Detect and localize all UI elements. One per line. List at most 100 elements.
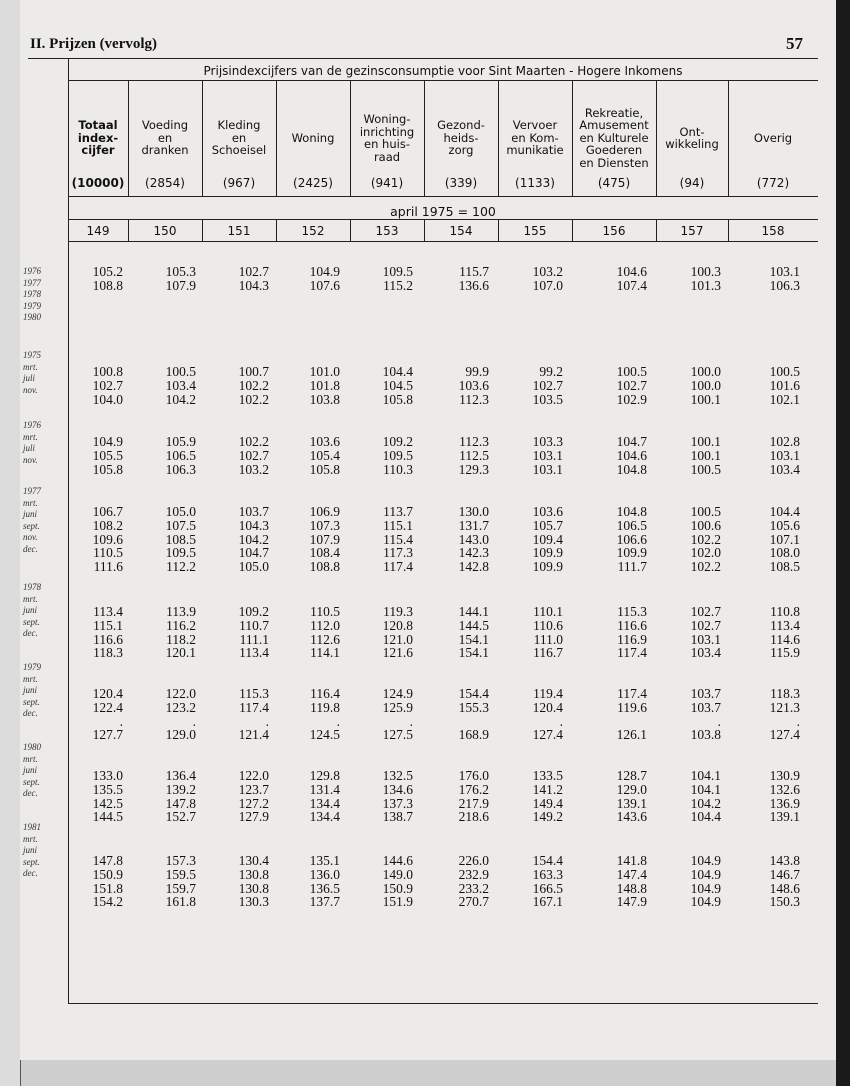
table-cell: 102.2 (238, 434, 269, 449)
table-cell: 103.4 (165, 377, 196, 393)
table-cell: . (265, 713, 269, 729)
table-cell: 103.7 (690, 699, 721, 715)
table-cell: 104.1 (690, 781, 721, 797)
table-cell: 122.0 (165, 686, 196, 701)
column-weight: (941) (370, 176, 404, 190)
table-cell: 108.5 (165, 531, 196, 547)
table-cell: 130.8 (238, 866, 269, 882)
table-cell: 152.7 (165, 809, 196, 825)
table-cell: 136.0 (309, 866, 340, 882)
table-cell: 111.6 (93, 559, 123, 575)
table-cell: 129.3 (458, 461, 489, 477)
row-label: sept. (23, 776, 40, 787)
column-weight: (2854) (145, 176, 185, 190)
table-cell: 218.6 (458, 809, 489, 825)
table-cell: 103.1 (769, 264, 800, 279)
rule (728, 80, 729, 196)
table-cell: 103.1 (532, 447, 563, 463)
table-cell: 150.9 (92, 866, 123, 882)
row-label: juli (23, 443, 36, 453)
rule (498, 219, 499, 241)
table-cell: 138.7 (382, 809, 413, 825)
table-cell: 132.6 (769, 781, 800, 797)
table-cell: 109.2 (382, 434, 413, 449)
table-cell: 103.4 (769, 461, 800, 477)
table-cell: 104.5 (382, 377, 413, 393)
table-cell: 104.7 (238, 545, 269, 561)
row-label: 1978 (23, 582, 41, 592)
table-cell: 102.0 (690, 545, 721, 561)
table-cell: 135.1 (309, 853, 340, 868)
table-cell: 104.3 (238, 277, 269, 293)
table-cell: . (119, 713, 123, 729)
table-cell: 147.8 (165, 795, 196, 811)
table-cell: 120.1 (165, 645, 196, 661)
table-cell: 115.4 (383, 531, 413, 547)
table-cell: . (796, 713, 800, 729)
table-cell: 106.5 (616, 517, 647, 533)
table-cell: 103.7 (690, 686, 721, 701)
table-cell: 103.8 (309, 391, 340, 407)
row-label: juli (23, 373, 36, 383)
table-cell: 127.7 (92, 727, 123, 743)
row-label: dec. (23, 708, 38, 718)
table-cell: 103.2 (532, 264, 563, 279)
table-cell: 99.9 (465, 364, 489, 379)
row-label: juni (23, 685, 38, 695)
table-cell: 108.8 (92, 277, 123, 293)
table-cell: 128.7 (616, 768, 647, 783)
table-cell: 117.3 (383, 545, 413, 561)
row-label: 1975 (23, 350, 41, 360)
table-cell: 130.4 (238, 853, 269, 868)
table-cell: 122.0 (238, 768, 269, 783)
table-title: Prijsindexcijfers van de gezinsconsumpti… (203, 64, 683, 78)
table-cell: 104.4 (690, 809, 721, 825)
table-cell: 104.9 (690, 866, 721, 882)
table-cell: 104.1 (690, 768, 721, 783)
table-cell: 108.8 (309, 559, 340, 575)
table-cell: 121.4 (238, 727, 269, 743)
column-code: 149 (86, 224, 110, 238)
table-cell: 119.8 (310, 699, 340, 715)
table-cell: 102.8 (769, 434, 800, 449)
table-cell: 151.9 (382, 894, 413, 910)
rule (68, 219, 818, 220)
table-cell: 159.5 (165, 866, 196, 882)
table-cell: 144.5 (458, 617, 489, 633)
row-label: mrt. (23, 497, 38, 508)
table-cell: 104.9 (92, 434, 123, 449)
table-cell: 163.3 (532, 866, 563, 882)
table-cell: 136.9 (769, 795, 800, 811)
table-cell: 105.8 (309, 461, 340, 477)
table-cell: 167.1 (532, 894, 563, 910)
table-cell: 112.2 (166, 559, 196, 575)
table-cell: 105.9 (165, 434, 196, 449)
rule (276, 80, 277, 196)
table-cell: 105.5 (92, 447, 123, 463)
table-cell: 102.2 (690, 531, 721, 547)
table-cell: 100.3 (690, 264, 721, 279)
table-cell: 226.0 (458, 853, 489, 868)
table-cell: 120.4 (92, 686, 123, 701)
table-cell: 111.1 (239, 631, 269, 647)
row-label: mrt. (23, 431, 38, 442)
table-cell: 104.0 (92, 391, 123, 407)
table-cell: 101.3 (690, 277, 721, 293)
table-cell: 106.3 (769, 277, 800, 293)
table-cell: 105.6 (769, 517, 800, 533)
table-cell: 127.4 (769, 727, 800, 743)
column-header: Voeding en dranken (141, 118, 189, 158)
rule (276, 219, 277, 241)
table-cell: 112.5 (459, 447, 489, 463)
table-cell: 111.0 (533, 631, 563, 647)
table-cell: 105.7 (532, 517, 563, 533)
table-cell: 104.2 (165, 391, 196, 407)
row-label: 1980 (23, 312, 41, 322)
column-code: 155 (523, 224, 547, 238)
rule (68, 58, 69, 1003)
table-cell: 141.2 (532, 781, 563, 797)
table-cell: 108.4 (309, 545, 340, 561)
column-header: Overig (753, 130, 793, 145)
table-cell: 104.9 (690, 894, 721, 910)
table-cell: 131.7 (458, 517, 489, 533)
